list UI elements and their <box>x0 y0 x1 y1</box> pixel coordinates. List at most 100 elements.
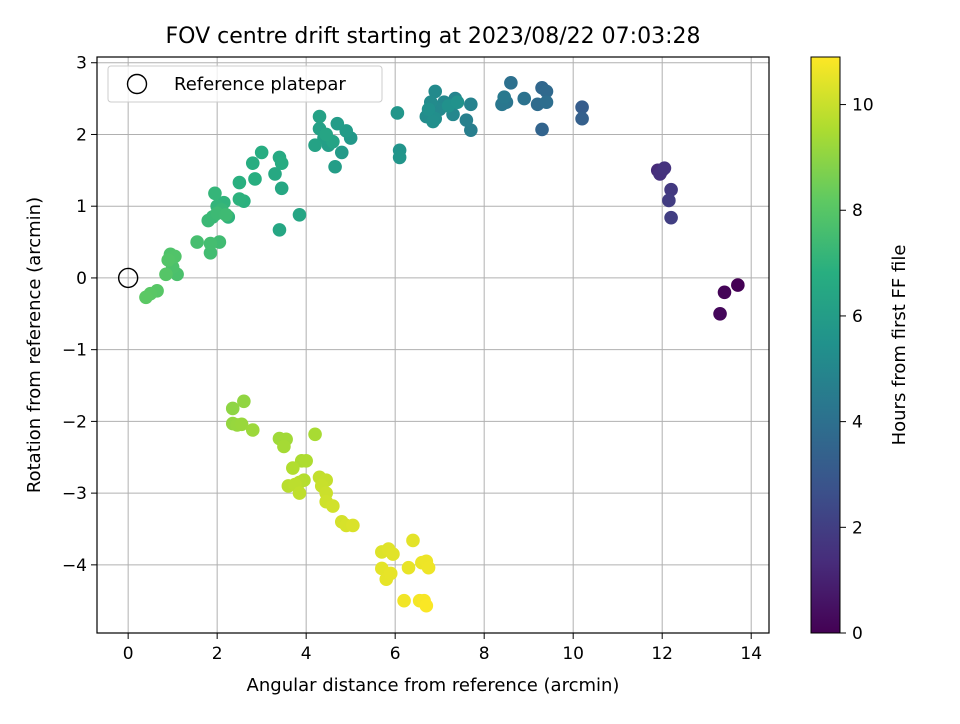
x-tick-label: 4 <box>301 644 312 664</box>
y-tick-label: −1 <box>62 341 87 361</box>
colorbar: 0 2 4 6 8 10 Hours from first FF file <box>810 56 910 644</box>
data-point <box>459 113 474 127</box>
data-point <box>664 182 678 197</box>
data-point <box>286 461 300 475</box>
data-point <box>450 95 465 109</box>
data-point <box>575 111 589 126</box>
data-point <box>575 100 589 115</box>
colorbar-tick-label: 8 <box>852 201 863 221</box>
x-axis-ticks: 0 2 4 6 8 10 12 14 <box>123 633 762 664</box>
y-tick-label: −2 <box>62 412 87 432</box>
colorbar-tick-label: 2 <box>852 518 863 538</box>
data-point <box>346 518 360 533</box>
data-point <box>330 116 345 131</box>
data-point <box>245 423 260 437</box>
plot-frame <box>96 56 770 634</box>
data-point <box>274 156 289 170</box>
data-point <box>662 193 676 208</box>
x-tick-label: 2 <box>212 644 223 664</box>
data-point <box>272 223 287 237</box>
data-point <box>426 114 440 129</box>
data-point <box>497 90 512 104</box>
x-tick-label: 8 <box>479 644 490 664</box>
data-point <box>421 102 436 117</box>
data-point <box>406 533 420 548</box>
x-tick-label: 0 <box>123 644 134 664</box>
data-point <box>539 84 554 99</box>
data-point <box>428 84 443 99</box>
x-tick-label: 12 <box>651 644 673 664</box>
data-point <box>190 235 204 249</box>
data-point <box>139 290 153 305</box>
y-tick-label: −4 <box>62 556 87 576</box>
data-point <box>308 138 322 153</box>
colorbar-ticks: 0 2 4 6 8 10 <box>840 96 874 644</box>
data-point <box>535 122 549 137</box>
data-point <box>248 172 262 186</box>
data-point <box>517 91 532 106</box>
data-point <box>326 499 340 513</box>
y-axis-ticks: 3 2 1 0 −1 −2 −3 −4 <box>62 54 97 576</box>
data-point <box>504 76 518 90</box>
data-point <box>334 145 349 160</box>
colorbar-label: Hours from first FF file <box>889 245 910 446</box>
data-point <box>657 161 672 175</box>
data-point <box>203 236 218 251</box>
colorbar-tick-label: 6 <box>852 307 863 327</box>
data-point <box>383 566 398 581</box>
data-point <box>219 208 233 222</box>
legend-marker-icon <box>126 73 148 95</box>
y-tick-label: 1 <box>76 197 87 217</box>
reference-marker-layer <box>117 267 139 289</box>
data-point <box>232 175 247 190</box>
data-point <box>225 401 240 416</box>
data-point <box>386 547 400 561</box>
x-axis-label: Angular distance from reference (arcmin) <box>247 675 620 696</box>
colorbar-tick-label: 4 <box>852 413 863 433</box>
data-point <box>392 150 407 165</box>
data-point <box>159 267 173 282</box>
data-point <box>401 560 416 575</box>
data-point <box>292 208 307 222</box>
data-point <box>713 306 727 321</box>
data-point <box>268 167 282 181</box>
y-tick-label: 3 <box>76 54 87 74</box>
x-tick-label: 14 <box>740 644 762 664</box>
y-axis-label: Rotation from reference (arcmin) <box>24 197 45 493</box>
grid <box>97 57 769 633</box>
legend-entry-reference: Reference platepar <box>174 74 346 95</box>
data-point <box>308 427 322 442</box>
data-point <box>717 285 732 300</box>
reference-platepar-marker <box>117 267 139 289</box>
data-point <box>274 181 289 196</box>
data-point <box>292 486 307 500</box>
data-point <box>419 598 434 613</box>
data-point <box>731 278 745 292</box>
data-point <box>208 186 222 201</box>
x-tick-label: 6 <box>390 644 401 664</box>
y-tick-label: 2 <box>76 125 87 145</box>
data-point <box>664 210 678 225</box>
data-points <box>139 76 745 613</box>
colorbar-gradient <box>810 56 841 634</box>
chart-title: FOV centre drift starting at 2023/08/22 … <box>166 24 701 49</box>
data-point <box>237 394 251 409</box>
data-point <box>203 246 218 260</box>
colorbar-tick-label: 10 <box>852 96 874 116</box>
legend: Reference platepar <box>107 65 383 103</box>
colorbar-tick-label: 0 <box>852 624 863 644</box>
y-tick-label: −3 <box>62 484 87 504</box>
x-tick-label: 10 <box>562 644 584 664</box>
data-point <box>234 417 249 432</box>
data-point <box>539 95 554 109</box>
data-point <box>299 454 313 468</box>
data-point <box>390 106 405 120</box>
y-tick-label: 0 <box>76 269 87 289</box>
data-point <box>397 593 411 608</box>
data-point <box>312 109 327 124</box>
data-point <box>319 127 333 142</box>
data-point <box>245 156 260 170</box>
data-point <box>254 145 269 160</box>
